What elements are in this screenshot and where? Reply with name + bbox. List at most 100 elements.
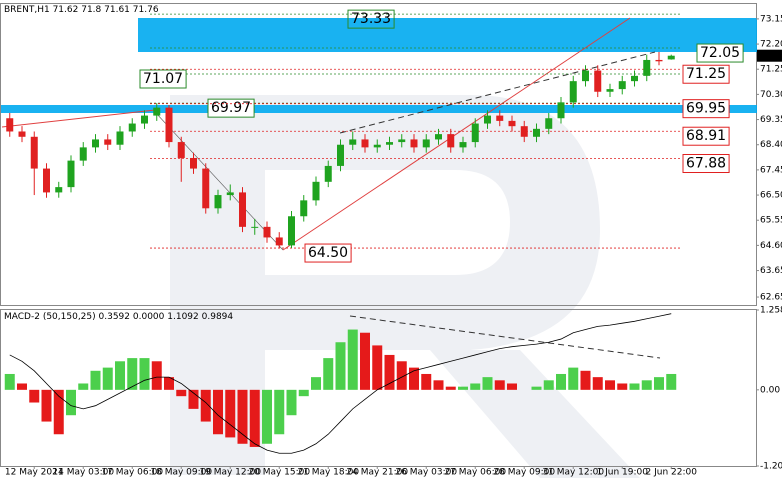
histogram-bar	[605, 380, 615, 390]
candle-body	[239, 192, 246, 227]
resistance-zone	[138, 18, 757, 52]
candle-body	[214, 195, 222, 209]
y-tick-label: 72.20	[760, 40, 782, 50]
candle-body	[508, 120, 516, 127]
candle-body	[410, 139, 418, 148]
histogram-bar	[347, 329, 358, 390]
histogram-bar	[666, 373, 677, 390]
histogram-bar	[213, 389, 223, 435]
histogram-bar	[41, 389, 52, 422]
annotation-box	[682, 126, 730, 146]
support-zone	[1, 105, 757, 113]
candle-body	[631, 75, 638, 82]
candle-body	[643, 59, 651, 76]
x-tick-label: 17 May 06:00	[101, 468, 163, 478]
y-tick-label: 70.30	[760, 90, 782, 100]
y-tick-label: 69.35	[760, 115, 782, 125]
y-tick-label: -1.2004	[760, 462, 782, 472]
candle-body	[177, 142, 185, 158]
candle-body	[6, 118, 14, 132]
histogram-bar	[445, 386, 456, 390]
candle-body	[484, 115, 491, 124]
histogram-bar	[372, 345, 383, 390]
annotation-box	[304, 243, 352, 263]
y-tick-label: 66.50	[760, 191, 782, 201]
histogram-bar	[127, 358, 138, 390]
price-box	[757, 49, 782, 62]
x-tick-label: 18 May 09:00	[150, 468, 212, 478]
histogram-bar	[151, 361, 162, 390]
histogram-bar	[543, 380, 554, 390]
annotation-label: 67.88	[686, 156, 726, 172]
candle-body	[226, 192, 234, 196]
annotation-label: 71.07	[143, 71, 183, 87]
candle-body	[569, 81, 577, 103]
histogram-bar	[654, 377, 664, 390]
candle-body	[398, 139, 406, 143]
candle-body	[18, 131, 26, 137]
candle-body	[606, 89, 614, 92]
x-tick-label: 26 May 03:00	[395, 468, 457, 478]
y-tick-label: 64.60	[760, 241, 782, 251]
channel-line	[339, 51, 656, 134]
histogram-bar	[458, 386, 468, 390]
ohlc-high: 71.8	[81, 5, 101, 15]
annotation-label: 68.91	[686, 128, 726, 144]
annotation-box	[682, 99, 730, 119]
candle-body	[618, 81, 626, 90]
histogram-bar	[274, 389, 285, 435]
candle-body	[165, 107, 173, 143]
candle-body	[30, 136, 38, 169]
histogram-bar	[470, 383, 481, 390]
candle-body	[104, 139, 112, 145]
trend-line	[1, 109, 156, 128]
candle-body	[312, 181, 320, 201]
candle-body	[496, 115, 504, 121]
macd-trend-line	[349, 315, 661, 359]
candle-body	[128, 123, 136, 132]
histogram-bar	[53, 389, 64, 435]
candle-body	[349, 139, 357, 145]
annotation-box	[682, 154, 730, 174]
y-tick-label: 63.65	[760, 266, 782, 276]
histogram-bar	[29, 389, 40, 403]
candle-body	[43, 168, 50, 193]
histogram-bar	[384, 354, 395, 390]
annotation-box	[139, 69, 187, 89]
x-tick-label: 28 May 09:00	[493, 468, 555, 478]
candle-body	[533, 128, 540, 137]
histogram-bar	[531, 386, 542, 390]
candle-body	[422, 139, 430, 148]
signal-line	[9, 313, 672, 454]
histogram-bar	[421, 373, 432, 390]
histogram-bar	[335, 342, 346, 390]
candle-body	[545, 118, 553, 129]
histogram-bar	[115, 361, 125, 390]
candle-body	[594, 70, 602, 92]
readout: 0.9894	[202, 312, 234, 322]
candle-body	[275, 237, 283, 246]
x-tick-label: 27 May 06:00	[444, 468, 506, 478]
x-tick-label: 20 May 15:00	[248, 468, 310, 478]
histogram-bar	[286, 389, 297, 416]
candle-body	[141, 115, 148, 124]
histogram-bar	[225, 389, 236, 438]
current-price: 71.76	[760, 51, 782, 61]
candle-body	[459, 142, 467, 148]
candle-body	[300, 200, 308, 217]
fib-line	[154, 111, 284, 251]
candle-body	[288, 216, 295, 246]
y-tick-label: 68.40	[760, 140, 782, 150]
histogram-bar	[102, 367, 113, 390]
candle-body	[67, 160, 75, 188]
macd-panel	[0, 309, 757, 467]
histogram-bar	[629, 383, 640, 390]
histogram-bar	[164, 377, 174, 390]
histogram-bar	[507, 383, 517, 390]
annotation-box	[696, 43, 744, 63]
ohlc-low: 71.61	[104, 5, 130, 15]
histogram-bar	[360, 332, 370, 390]
annotation-label: 71.25	[686, 66, 726, 82]
x-tick-label: 14 May 03:00	[52, 468, 114, 478]
